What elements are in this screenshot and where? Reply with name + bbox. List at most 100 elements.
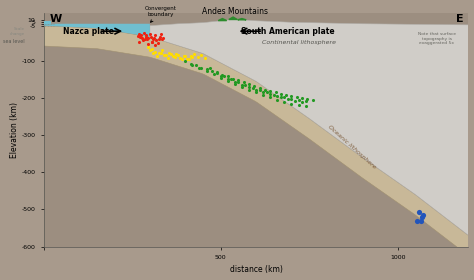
Point [192,63,200,67]
Point [210,72,218,76]
Point [157,50,164,55]
Y-axis label: Elevation (km): Elevation (km) [9,102,18,158]
Point [187,62,194,66]
Point [151,43,159,48]
Point [169,54,177,59]
Point [298,100,306,105]
Point [167,52,175,57]
Point [155,51,163,56]
Text: Nazca plate: Nazca plate [63,27,114,36]
Point [158,37,166,42]
Point [281,95,288,99]
Point [213,70,221,74]
Point [302,104,310,108]
Text: E: E [456,14,463,24]
Point [251,84,258,88]
Text: sea level: sea level [3,39,25,44]
Point [144,45,152,49]
Point [142,34,149,39]
Point [158,48,166,53]
Point [224,79,232,83]
Point [140,31,147,35]
Point [259,93,267,97]
Point [187,54,194,59]
Point [174,53,182,58]
Point [273,98,281,102]
Point [144,37,151,42]
Text: Oceanic lithosphere: Oceanic lithosphere [327,124,376,170]
Point [178,57,185,61]
Point [252,88,260,92]
Point [238,83,246,87]
Polygon shape [229,17,237,20]
Polygon shape [237,18,246,20]
Point [148,39,155,44]
Point [139,38,146,43]
Point [228,76,235,81]
Point [160,36,167,40]
Point [150,51,157,56]
Polygon shape [218,18,227,21]
Point [185,57,192,61]
Text: Andes Mountains: Andes Mountains [202,8,268,17]
Point [263,90,271,95]
Point [182,54,189,59]
Text: Note that surface
topography is
exaggerated 5x: Note that surface topography is exaggera… [418,32,456,45]
Point [136,34,144,39]
Point [245,88,253,92]
Point [224,74,232,79]
Point [182,59,189,63]
Point [238,85,246,89]
Point [208,69,216,74]
Point [217,75,225,80]
Point [148,47,155,51]
Point [156,34,164,39]
Point [149,37,157,42]
Point [231,80,238,85]
Point [148,39,156,44]
Point [295,98,302,102]
Point [284,97,292,101]
Point [206,66,214,71]
Point [183,57,191,61]
Point [266,95,274,99]
Point [150,36,158,40]
Point [224,77,232,82]
Point [203,69,210,74]
Point [266,92,274,97]
Point [198,53,205,58]
Point [288,97,295,101]
Point [304,97,311,101]
Polygon shape [44,25,468,256]
Point [201,56,209,60]
Point [171,55,179,59]
Point [151,33,159,37]
Point [196,65,203,70]
Point [256,85,264,90]
Point [252,90,260,95]
Point [273,94,281,98]
Point [153,38,160,43]
Point [138,36,146,40]
Polygon shape [44,21,51,24]
Polygon shape [150,19,468,235]
Point [165,50,173,55]
Point [259,90,267,95]
Point [146,32,154,36]
Point [302,99,310,103]
Point [151,49,159,54]
Point [309,98,317,102]
Point [137,33,145,37]
Point [272,90,279,95]
Point [176,56,184,60]
Point [220,74,228,78]
Point [189,55,196,59]
Point [164,56,172,60]
Point [147,34,155,39]
Point [245,82,253,86]
Point [298,96,306,100]
Point [281,99,288,104]
Point [293,95,301,99]
Text: Scale
change: Scale change [9,27,25,36]
Point [146,48,154,53]
